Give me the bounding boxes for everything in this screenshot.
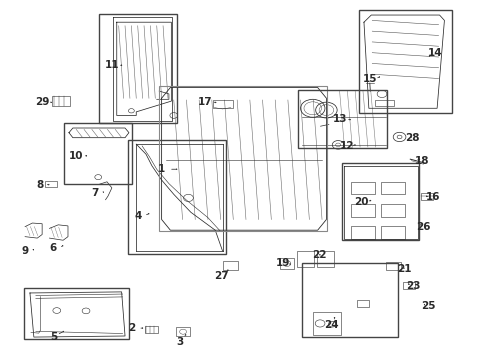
Text: 19: 19 [275,258,289,268]
Bar [380,204,405,217]
Text: 7: 7 [91,188,98,198]
Text: 27: 27 [214,271,228,281]
Bar [356,300,368,307]
Text: 13: 13 [333,114,347,124]
Bar [144,325,158,333]
Text: 22: 22 [311,250,325,260]
Text: 1: 1 [158,164,165,174]
Text: 16: 16 [425,192,440,202]
Bar [350,182,374,194]
Text: 25: 25 [420,301,435,311]
Bar [358,10,451,113]
Bar [23,288,129,338]
Bar [341,163,418,240]
Bar [350,204,374,217]
Bar [350,226,374,239]
Bar [52,96,70,107]
Bar [298,90,386,148]
Bar [316,251,333,267]
Bar [159,86,327,231]
Bar [128,140,225,253]
Bar [380,226,405,239]
Text: 28: 28 [405,133,419,143]
Text: 11: 11 [104,60,119,70]
Text: 21: 21 [396,264,411,274]
Text: 8: 8 [36,180,43,190]
Bar [176,327,189,336]
Bar [420,193,432,200]
Text: 17: 17 [198,97,212,107]
Text: 2: 2 [127,323,135,333]
Bar [212,100,233,108]
Bar [302,263,397,337]
Bar [312,312,340,335]
Text: 6: 6 [50,243,57,253]
Text: 5: 5 [50,332,57,342]
Bar [380,182,405,194]
Bar [385,262,400,270]
Bar [99,14,177,123]
Bar [297,251,314,267]
Text: 23: 23 [406,281,420,291]
Text: 14: 14 [427,48,441,58]
Text: 3: 3 [176,337,183,347]
Text: 12: 12 [339,141,353,151]
Bar [402,282,414,289]
Text: 10: 10 [69,151,83,161]
Bar [44,181,57,187]
Text: 9: 9 [21,246,29,256]
Text: 4: 4 [134,211,142,221]
Text: 26: 26 [415,222,430,232]
Bar [64,123,132,184]
Bar [279,258,294,269]
Bar [374,100,393,107]
Bar [222,261,238,270]
Text: 18: 18 [414,156,429,166]
Text: 15: 15 [362,74,376,84]
Text: 24: 24 [324,320,338,330]
Text: 20: 20 [353,197,368,207]
Text: 29: 29 [35,97,50,107]
